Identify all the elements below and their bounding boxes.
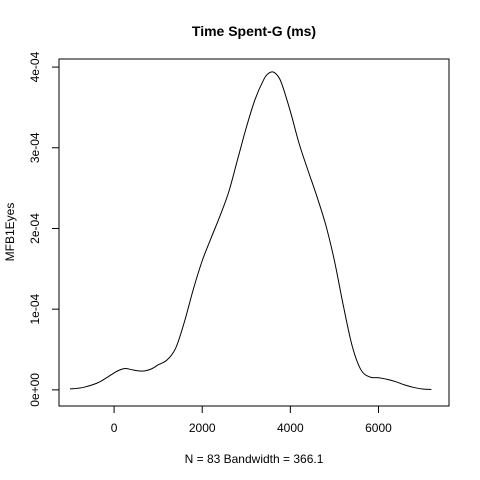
x-tick-label: 6000 <box>365 421 392 435</box>
x-axis: 0 2000 4000 6000 <box>111 405 392 435</box>
y-axis-label: MFB1Eyes <box>3 203 17 262</box>
x-tick-label: 0 <box>111 421 118 435</box>
series-layer <box>69 71 432 390</box>
y-axis: 0e+00 1e-04 2e-04 3e-04 4e-04 <box>28 51 60 407</box>
y-tick-label: 0e+00 <box>28 373 42 407</box>
y-tick-label: 3e-04 <box>28 132 42 163</box>
density-line <box>69 71 432 390</box>
y-tick-label: 2e-04 <box>28 213 42 244</box>
y-tick-label: 4e-04 <box>28 51 42 82</box>
y-tick-label: 1e-04 <box>28 293 42 324</box>
x-tick-label: 4000 <box>277 421 304 435</box>
chart-title: Time Spent-G (ms) <box>192 23 316 39</box>
x-tick-label: 2000 <box>189 421 216 435</box>
x-axis-label: N = 83 Bandwidth = 366.1 <box>185 452 324 466</box>
